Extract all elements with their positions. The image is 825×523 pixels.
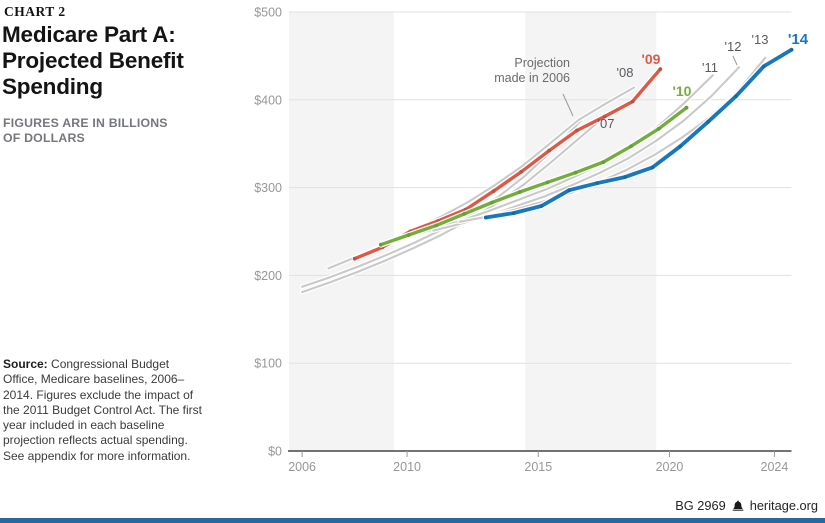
source-label: Source: [3,357,48,371]
y-tick-label-500: $500 [254,6,282,20]
series-point-10-11 [684,105,689,110]
series-point-10-7 [573,170,578,175]
series-point-10-8 [601,160,606,165]
series-point-10-9 [629,144,633,149]
series-point-09-0 [352,256,357,261]
series-line-10 [379,106,689,247]
series-point-09-9 [602,114,607,119]
y-tick-label-0: $0 [268,445,282,459]
annotation-09: '09 [642,51,661,67]
footer-branding: BG 2969 heritage.org [675,498,818,513]
series-point-14-5 [622,175,627,180]
x-tick-label-2006: 2006 [288,460,316,474]
source-text: Congressional Budget Office, Medicare ba… [3,357,203,463]
x-tick-label-2015: 2015 [524,460,552,474]
series-point-14-2 [539,204,544,208]
series-point-09-8 [575,128,579,133]
series-point-14-11 [789,47,794,52]
plot-band-0 [289,12,394,451]
series-point-14-10 [761,64,766,69]
leader-projection-2006 [562,93,574,117]
series-point-09-6 [519,169,524,174]
annotation-projectionmadein2006: Projection made in 2006 [494,56,570,85]
plot-band-1 [525,12,657,451]
series-point-14-4 [595,181,599,186]
x-tick-label-2020: 2020 [656,460,684,474]
series-line-07 [301,112,609,294]
bottom-accent-bar [0,518,825,523]
series-point-10-5 [517,190,522,194]
series-point-10-6 [545,180,550,185]
annotation-07: '07 [598,116,615,131]
y-tick-label-300: $300 [254,181,282,195]
series-line-14 [483,47,794,220]
chart-kicker: CHART 2 [4,4,66,19]
series-point-14-3 [567,188,572,193]
x-tick-label-2010: 2010 [393,460,421,474]
y-tick-label-200: $200 [254,269,282,283]
y-tick-label-400: $400 [254,93,282,107]
series-point-09-5 [491,189,496,194]
series-point-14-8 [706,119,710,124]
annotation-10: '10 [673,83,692,99]
series-point-09-11 [658,67,663,71]
heritage-bell-icon [731,499,745,513]
series-point-14-9 [734,94,738,99]
leader-12 [732,55,738,66]
annotation-12: '12 [725,39,742,54]
y-tick-label-100: $100 [254,357,282,371]
series-point-14-1 [511,211,516,216]
series-point-14-0 [483,215,488,220]
annotation-11: '11 [702,60,718,75]
series-point-10-1 [406,233,411,237]
series-point-10-10 [656,126,661,131]
page-title: Medicare Part A: Projected Benefit Spend… [2,22,184,99]
annotation-08: '08 [617,65,634,80]
series-point-10-3 [462,212,467,216]
series-point-09-10 [630,99,635,104]
series-point-10-0 [378,242,383,247]
document-id: BG 2969 [675,498,726,513]
series-point-14-7 [678,144,683,149]
annotation-14: '14 [788,31,809,48]
annotation-13: '13 [752,32,769,47]
x-tick-label-2024: 2024 [761,460,789,474]
source-note: Source: Congressional Budget Office, Med… [3,357,203,464]
chart-units-note: FIGURES ARE IN BILLIONS OF DOLLARS [3,116,168,145]
series-point-14-6 [650,165,655,170]
site-link[interactable]: heritage.org [749,498,818,513]
series-point-09-7 [547,148,551,153]
series-point-10-2 [434,223,439,228]
series-point-10-4 [490,200,494,205]
